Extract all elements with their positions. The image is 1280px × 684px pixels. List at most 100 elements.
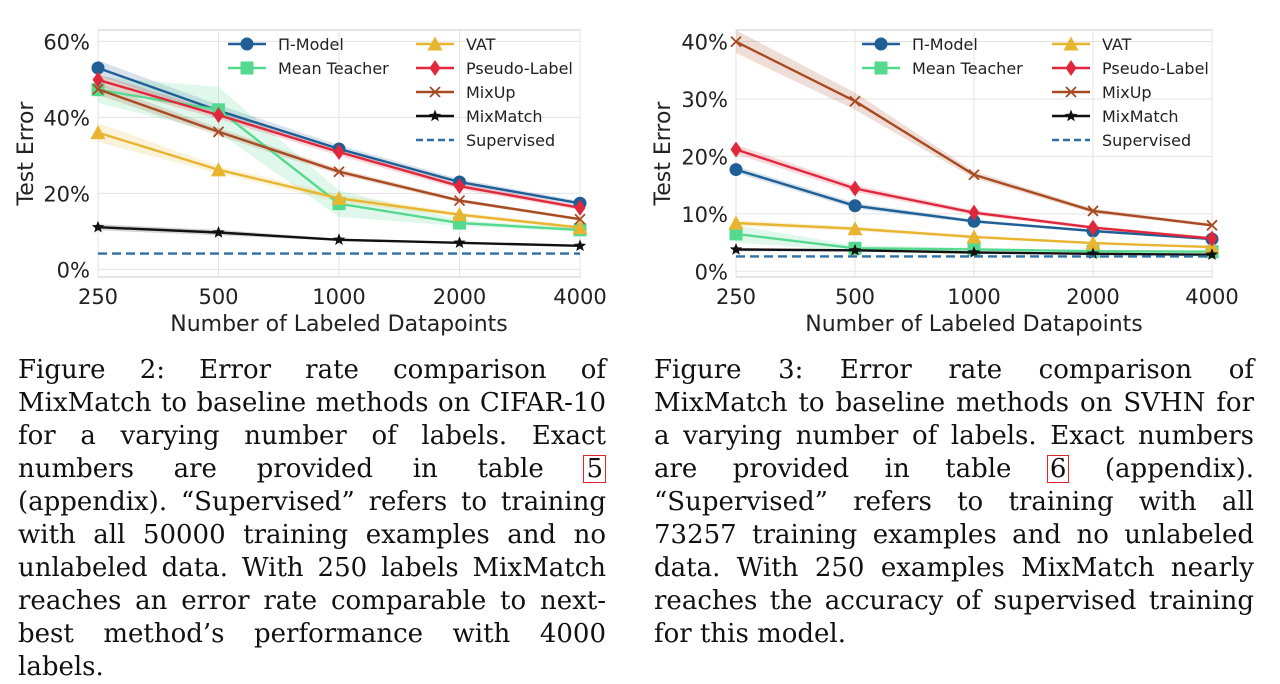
pseudo-label-point [454,178,465,195]
y-tick-label: 0% [695,260,728,284]
figure-2-caption: Figure 2: Error rate comparison of MixMa… [18,354,606,684]
svhn-error-chart: 0% 10% 20% 30% 40% 250 500 1000 2000 4000 Number o… [651,29,1239,337]
y-tick-label: 20% [43,182,90,206]
legend-marker [240,37,254,51]
mixmatch-point [1086,247,1100,260]
legend-label: VAT [1102,35,1132,54]
caption-2-text-before: Figure 2: Error rate comparison of MixMa… [18,355,606,484]
x-axis-label: Number of Labeled Datapoints [170,312,508,337]
mixmatch-point [212,226,225,238]
pseudo-label-series [730,141,1218,247]
x-tick-label: 250 [78,285,118,309]
vat-point [90,125,106,140]
caption-3-text-before: Figure 3: Error rate comparison of MixMa… [654,355,1254,484]
vat-series [728,215,1220,254]
vat-point [1204,239,1220,254]
x-tick-label: 500 [835,285,875,309]
y-tick-label: 30% [681,88,728,112]
figure-page: 0% 20% 40% 60% 250 500 1000 2000 4000 Number of L… [14,29,1254,682]
legend-marker [429,86,441,98]
y-tick-label: 60% [43,30,90,54]
legend-label: Mean Teacher [278,59,389,78]
x-tick-label: 1000 [312,285,365,309]
legend-label: VAT [466,35,496,54]
x-tick-label: 4000 [553,285,606,309]
pseudo-label-point [849,180,861,197]
pseudo-label-point [968,204,980,221]
y-axis-label: Test Error [651,101,676,207]
x-tick-label: 500 [198,285,238,309]
legend-marker [874,61,888,75]
legend-marker [1065,60,1077,76]
legend-marker [240,61,254,75]
legend-item-supervised: Supervised [416,131,555,150]
mixmatch-point [91,220,105,233]
mixmatch-point [729,243,743,255]
legend-label: Supervised [1102,131,1191,150]
mean-teacher-point [729,227,743,241]
legend-marker [427,36,443,51]
legend-item-pi-model: Π-Model [228,35,344,54]
mixmatch-point [967,245,981,258]
legend-item-mean-teacher: Mean Teacher [862,59,1023,78]
legend-label: MixUp [466,83,516,102]
legend-label: Pseudo-Label [1102,59,1209,78]
legend-label: Pseudo-Label [466,59,573,78]
y-tick-label: 10% [681,203,728,227]
pseudo-label-series [92,71,586,216]
vat-point [728,215,744,230]
x-tick-label: 1000 [947,285,1000,309]
legend-item-supervised: Supervised [1052,131,1191,150]
legend-item-mixup: MixUp [1052,83,1152,102]
pseudo-label-point [213,107,224,124]
legend-label: Supervised [466,131,555,150]
mixup-point [574,213,586,225]
pi-model-point [729,163,743,177]
x-axis-label: Number of Labeled Datapoints [805,312,1143,337]
vat-point [1085,235,1101,250]
pi-model-point [848,199,862,213]
mixup-point [333,166,345,178]
legend-marker [874,37,888,51]
pi-model-point [967,214,981,228]
mixup-point [212,126,225,138]
legend-label: MixMatch [466,107,543,126]
table-6-link[interactable]: 6 [1046,455,1070,483]
mixmatch-point [332,233,346,246]
y-tick-label: 40% [43,106,90,130]
mixmatch-series [91,220,587,252]
y-axis-label: Test Error [14,101,39,207]
legend-item-mean-teacher: Mean Teacher [228,59,389,78]
vat-point [452,207,467,222]
mixup-point [730,36,742,48]
legend-item-vat: VAT [1052,35,1132,54]
x-tick-label: 2000 [1066,285,1119,309]
pseudo-label-point [1206,230,1218,247]
y-tick-label: 20% [681,145,728,169]
table-5-link[interactable]: 5 [583,455,606,483]
pseudo-label-point [1087,219,1099,236]
mixup-point [1087,205,1099,217]
mixmatch-point [453,236,466,249]
vat-point [211,162,226,177]
legend-item-vat: VAT [416,35,496,54]
legend-marker [428,109,442,122]
x-tick-label: 250 [716,285,756,309]
legend: Π-Model Mean Teacher VAT Pseudo-Label MixUp M… [228,35,573,150]
legend-item-pseudo-label: Pseudo-Label [416,59,573,78]
legend-marker [1065,86,1077,98]
mixmatch-series [729,243,1219,260]
y-tick-label: 0% [57,258,90,282]
legend-item-mixup: MixUp [416,83,516,102]
pseudo-label-point [574,199,586,216]
vat-point [847,221,863,236]
legend: Π-Model Mean Teacher VAT Pseudo-Label MixUp M… [862,35,1209,150]
vat-point [966,229,982,244]
mixup-point [453,194,466,207]
mixmatch-point [573,239,587,252]
x-tick-label: 2000 [433,285,486,309]
cifar10-error-chart: 0% 20% 40% 60% 250 500 1000 2000 4000 Number of L… [14,29,607,337]
mixup-series [730,36,1218,231]
vat-series [90,125,588,235]
mixup-point [849,95,861,107]
